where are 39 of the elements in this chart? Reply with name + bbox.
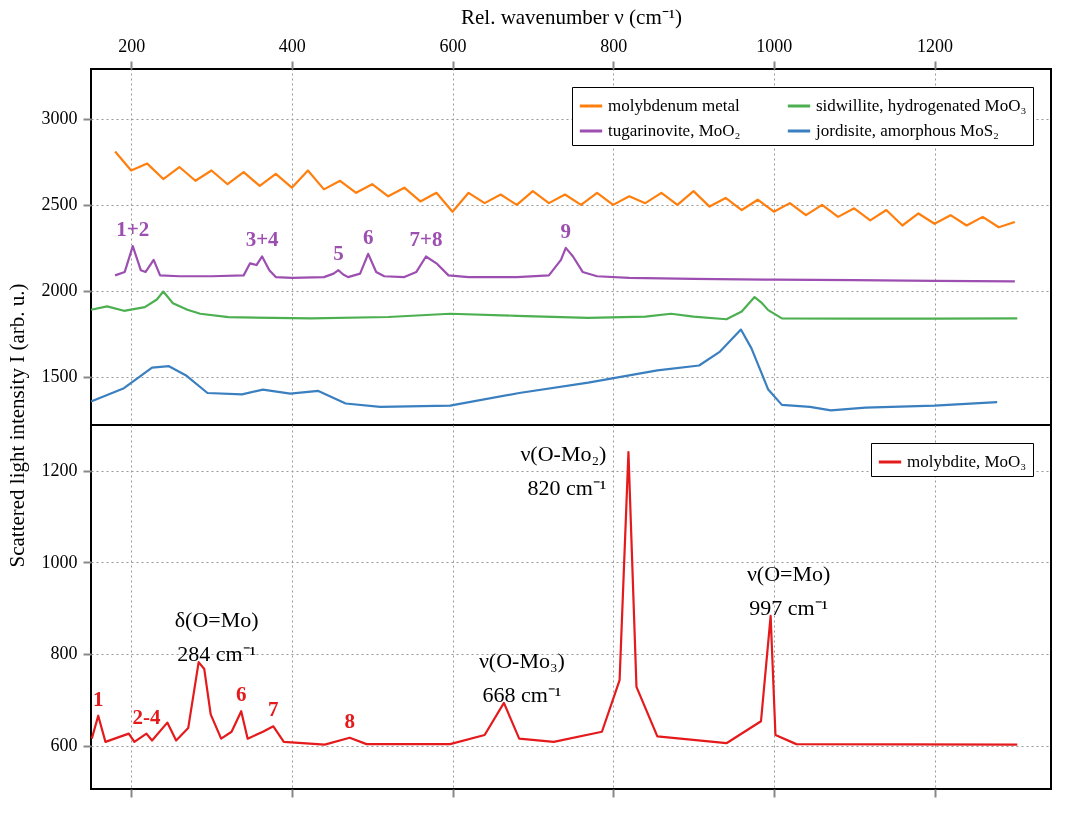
annotation: 6: [235, 682, 247, 707]
y-tick-label: 2500: [41, 194, 78, 215]
annotation: 2-4: [132, 704, 161, 729]
annotation: 1+2: [116, 217, 150, 242]
y-axis-title: Scattered light intensity I (arb. u.): [4, 283, 29, 568]
annotation: ν(O-Mo₃) 668 cm⁻¹: [478, 647, 565, 707]
annotation: 3+4: [245, 227, 280, 252]
annotation: δ(O=Mo) 284 cm⁻¹: [174, 607, 259, 667]
annotation: ν(O-Mo₂) 820 cm⁻¹: [520, 441, 607, 501]
y-tick-label: 2000: [41, 280, 78, 301]
annotation: 7+8: [409, 227, 443, 252]
line-series: [89, 290, 1019, 321]
y-tick-label: 1200: [41, 460, 78, 481]
y-tick-label: 1000: [41, 551, 78, 572]
annotation: 1: [92, 686, 104, 711]
x-tick-label: 200: [118, 35, 146, 56]
annotation: 7: [268, 697, 279, 722]
annotation: ν(O=Mo) 997 cm⁻¹: [746, 560, 831, 620]
annotation: 6: [362, 224, 374, 249]
line-series: [114, 245, 1016, 283]
x-tick-label: 1200: [917, 35, 954, 56]
x-axis-title: Rel. wavenumber ν (cm⁻¹): [460, 4, 683, 29]
legend-label: molybdite, MoO₃: [907, 452, 1027, 471]
y-tick-label: 3000: [41, 108, 78, 129]
x-tick-label: 800: [600, 35, 628, 56]
legend-label: jordisite, amorphous MoS₂: [815, 121, 1000, 140]
annotation: 5: [333, 241, 344, 266]
legend-label: molybdenum metal: [608, 96, 740, 115]
line-series: [89, 328, 999, 412]
y-tick-label: 1500: [41, 366, 78, 387]
legend-label: tugarinovite, MoO₂: [608, 121, 741, 140]
y-tick-label: 600: [50, 735, 78, 755]
x-tick-label: 600: [439, 35, 467, 56]
legend-label: sidwillite, hydrogenated MoO₃: [816, 96, 1027, 115]
annotation: 8: [344, 708, 355, 733]
x-tick-label: 400: [278, 35, 306, 56]
x-tick-label: 1000: [756, 35, 793, 56]
annotation: 9: [560, 218, 572, 243]
y-tick-label: 800: [50, 643, 78, 664]
